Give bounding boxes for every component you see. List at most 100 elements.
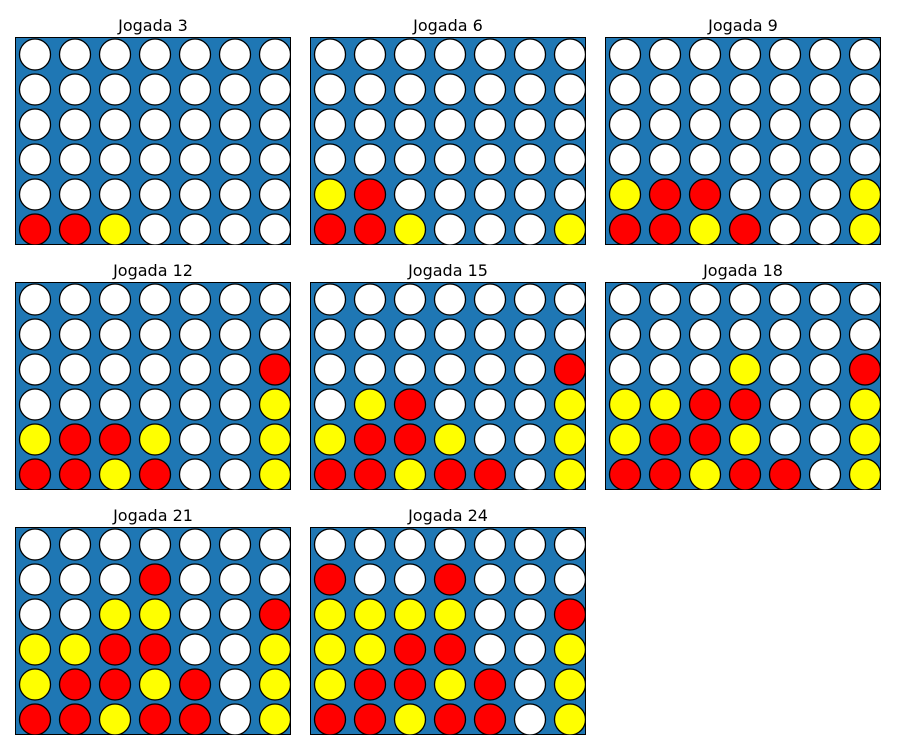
empty-slot <box>58 353 92 386</box>
yellow-disc <box>433 598 467 631</box>
empty-slot <box>513 38 547 71</box>
empty-slot <box>473 73 507 106</box>
red-disc <box>648 178 682 211</box>
red-disc <box>353 213 387 245</box>
empty-slot <box>393 178 427 211</box>
empty-slot <box>513 668 547 701</box>
empty-slot <box>218 283 252 316</box>
red-disc <box>433 563 467 596</box>
empty-slot <box>178 563 212 596</box>
empty-slot <box>258 143 291 176</box>
empty-slot <box>18 528 52 561</box>
empty-slot <box>513 388 547 421</box>
yellow-disc <box>433 423 467 456</box>
empty-slot <box>473 633 507 666</box>
red-disc <box>353 423 387 456</box>
empty-slot <box>553 563 586 596</box>
empty-slot <box>218 598 252 631</box>
empty-slot <box>393 353 427 386</box>
empty-slot <box>178 633 212 666</box>
connect-four-board <box>605 282 881 490</box>
empty-slot <box>353 528 387 561</box>
empty-slot <box>353 283 387 316</box>
empty-slot <box>138 143 172 176</box>
red-disc <box>728 458 762 490</box>
empty-slot <box>473 283 507 316</box>
empty-slot <box>728 283 762 316</box>
red-disc <box>473 458 507 490</box>
empty-slot <box>608 283 642 316</box>
red-disc <box>353 703 387 735</box>
yellow-disc <box>313 668 347 701</box>
empty-slot <box>98 283 132 316</box>
yellow-disc <box>433 668 467 701</box>
red-disc <box>178 703 212 735</box>
empty-slot <box>218 388 252 421</box>
empty-slot <box>728 143 762 176</box>
empty-slot <box>138 283 172 316</box>
board-title: Jogada 24 <box>408 506 488 525</box>
yellow-disc <box>353 388 387 421</box>
empty-slot <box>728 38 762 71</box>
yellow-disc <box>728 353 762 386</box>
empty-slot <box>58 108 92 141</box>
empty-slot <box>313 528 347 561</box>
empty-slot <box>433 388 467 421</box>
yellow-disc <box>553 633 586 666</box>
yellow-disc <box>98 598 132 631</box>
empty-slot <box>258 563 291 596</box>
red-disc <box>728 388 762 421</box>
empty-slot <box>98 353 132 386</box>
yellow-disc <box>138 668 172 701</box>
red-disc <box>393 423 427 456</box>
empty-slot <box>353 353 387 386</box>
red-disc <box>608 458 642 490</box>
yellow-disc <box>553 668 586 701</box>
yellow-disc <box>688 213 722 245</box>
empty-slot <box>808 38 842 71</box>
empty-slot <box>178 353 212 386</box>
empty-slot <box>98 528 132 561</box>
connect-four-board <box>310 282 586 490</box>
empty-slot <box>608 353 642 386</box>
empty-slot <box>648 353 682 386</box>
empty-slot <box>98 388 132 421</box>
yellow-disc <box>608 388 642 421</box>
empty-slot <box>768 283 802 316</box>
empty-slot <box>178 143 212 176</box>
board-panel: Jogada 24 <box>310 506 586 735</box>
empty-slot <box>18 143 52 176</box>
connect-four-board <box>310 37 586 245</box>
empty-slot <box>98 143 132 176</box>
empty-slot <box>58 598 92 631</box>
board-panel: Jogada 3 <box>15 16 291 245</box>
yellow-disc <box>58 633 92 666</box>
red-disc <box>433 633 467 666</box>
yellow-disc <box>393 598 427 631</box>
red-disc <box>433 703 467 735</box>
board-title: Jogada 18 <box>703 261 783 280</box>
empty-slot <box>98 563 132 596</box>
empty-slot <box>218 213 252 245</box>
red-disc <box>313 563 347 596</box>
yellow-disc <box>353 598 387 631</box>
connect-four-board <box>310 527 586 735</box>
empty-slot <box>18 388 52 421</box>
yellow-disc <box>553 213 586 245</box>
board-panel: Jogada 12 <box>15 261 291 490</box>
yellow-disc <box>258 668 291 701</box>
empty-slot <box>178 528 212 561</box>
empty-slot <box>313 318 347 351</box>
empty-slot <box>58 563 92 596</box>
red-disc <box>138 563 172 596</box>
empty-slot <box>513 283 547 316</box>
empty-slot <box>513 143 547 176</box>
empty-slot <box>178 38 212 71</box>
yellow-disc <box>648 388 682 421</box>
empty-slot <box>178 458 212 490</box>
empty-slot <box>808 283 842 316</box>
empty-slot <box>553 108 586 141</box>
empty-slot <box>218 458 252 490</box>
red-disc <box>648 458 682 490</box>
empty-slot <box>808 388 842 421</box>
